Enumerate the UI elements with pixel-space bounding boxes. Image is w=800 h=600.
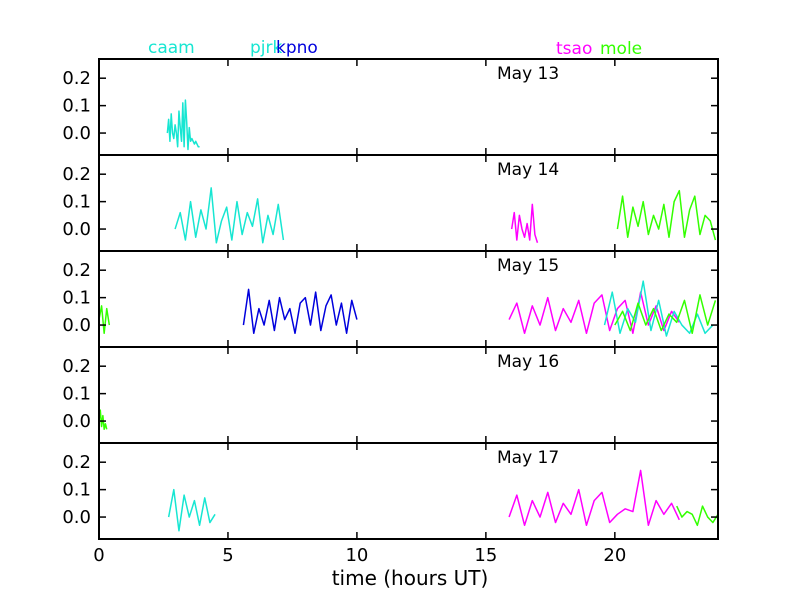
y-tick-label-1-2: 0.2 [62,164,91,185]
y-tick-label-0-2: 0.2 [62,68,91,89]
legend-pjrk: pjrk [250,38,283,58]
y-tick-label-1-1: 0.1 [62,192,91,213]
panel-date-4: May 17 [497,448,559,468]
y-tick-label-4-0: 0.0 [62,507,91,528]
panels-layer: 0.0 0.1 0.2 May 13 0.0 0.1 0.2 May 14 0.0 0.1 0.2 M… [62,58,719,540]
y-tick-label-3-0: 0.0 [62,411,91,432]
y-tick-label-2-0: 0.0 [62,315,91,336]
y-tick-label-0-0: 0.0 [62,123,91,144]
y-tick-label-2-2: 0.2 [62,260,91,281]
x-axis-title: time (hours UT) [332,566,489,590]
series-line-mole-panel-1-2 [616,189,717,241]
station-legend: caam pjrk kpno tsao mole [148,38,642,59]
series-line-tsao-panel-1-1 [510,203,539,243]
x-tick-label-3: 15 [474,545,497,566]
x-tick-label-0: 0 [93,545,104,566]
series-line-caam-panel-1-0 [174,187,285,244]
panel-0: 0.0 0.1 0.2 May 13 [62,58,719,156]
series-line-kpno-panel-2-1 [242,288,358,335]
series-line-tsao-panel-4-1 [508,469,680,527]
series-line-mole-panel-2-0 [99,305,111,335]
panel-date-2: May 15 [497,256,559,276]
panel-date-3: May 16 [497,352,559,372]
y-tick-label-1-0: 0.0 [62,219,91,240]
y-tick-label-0-1: 0.1 [62,96,91,117]
y-tick-label-3-2: 0.2 [62,356,91,377]
x-tick-labels: 0 5 10 15 20 [93,545,626,566]
series-line-caam-panel-0-0 [166,99,200,151]
y-tick-label-4-2: 0.2 [62,452,91,473]
x-tick-label-4: 20 [603,545,626,566]
panel-frame-4 [98,442,719,540]
series-line-mole-panel-4-2 [676,505,718,527]
legend-tsao: tsao [556,39,592,59]
x-tick-label-2: 10 [345,545,368,566]
y-tick-label-4-1: 0.1 [62,480,91,501]
series-line-mole-panel-2-4 [614,294,717,335]
panel-date-0: May 13 [497,64,559,84]
panel-4: 0.0 0.1 0.2 May 17 [62,442,719,540]
series-line-mole-panel-3-0 [99,409,108,431]
legend-caam: caam [148,38,195,58]
panel-2: 0.0 0.1 0.2 May 15 [62,250,719,348]
x-tick-label-1: 5 [222,545,233,566]
y-tick-label-2-1: 0.1 [62,288,91,309]
legend-mole: mole [600,39,642,59]
panel-3: 0.0 0.1 0.2 May 16 [62,346,719,444]
panel-date-1: May 14 [497,160,559,180]
series-line-tsao-panel-2-2 [508,291,680,335]
legend-kpno: kpno [276,38,318,58]
y-tick-label-3-1: 0.1 [62,384,91,405]
series-line-caam-panel-4-0 [167,488,216,532]
